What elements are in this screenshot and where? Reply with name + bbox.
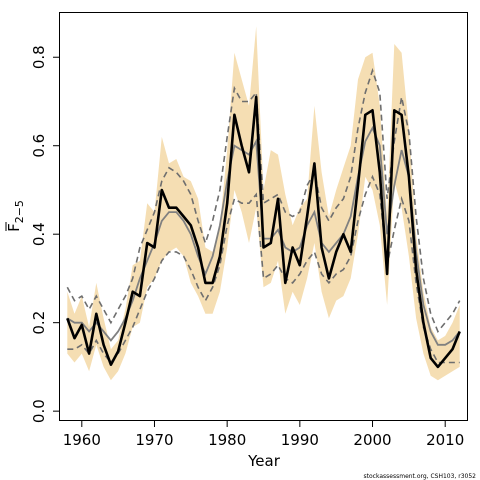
y-tick-label-0.8: 0.8 bbox=[30, 45, 48, 69]
dashed-lower-line bbox=[67, 174, 460, 364]
x-tick-label-2000: 2000 bbox=[353, 431, 391, 449]
credit-text: stockassessment.org, CSH103, r3052 bbox=[364, 473, 477, 480]
y-axis-title-subscript: 2−5 bbox=[13, 200, 26, 223]
plot-frame bbox=[59, 12, 468, 421]
y-axis-title-main: F bbox=[5, 223, 23, 232]
x-tick-label-1980: 1980 bbox=[208, 431, 246, 449]
y-axis-title: F2−5 bbox=[5, 200, 26, 232]
x-tick-label-1970: 1970 bbox=[135, 431, 173, 449]
y-tick-label-0.0: 0.0 bbox=[30, 399, 48, 423]
svg-text:F2−5: F2−5 bbox=[5, 200, 26, 232]
y-tick-label-0.2: 0.2 bbox=[30, 311, 48, 335]
dashed-upper-line bbox=[66, 67, 461, 334]
x-axis-title: Year bbox=[247, 452, 281, 470]
x-tick-label-1990: 1990 bbox=[281, 431, 319, 449]
x-tick-label-1960: 1960 bbox=[63, 431, 101, 449]
y-tick-label-0.6: 0.6 bbox=[30, 134, 48, 158]
x-axis: 1960 1970 1980 1990 2000 2010 bbox=[63, 420, 464, 449]
plot-area bbox=[66, 26, 461, 381]
estimate-line bbox=[66, 95, 461, 369]
y-tick-label-0.4: 0.4 bbox=[30, 222, 48, 246]
y-axis: 0.0 0.2 0.4 0.6 0.8 bbox=[30, 45, 60, 423]
x-tick-label-2010: 2010 bbox=[426, 431, 464, 449]
confidence-band bbox=[67, 26, 460, 381]
